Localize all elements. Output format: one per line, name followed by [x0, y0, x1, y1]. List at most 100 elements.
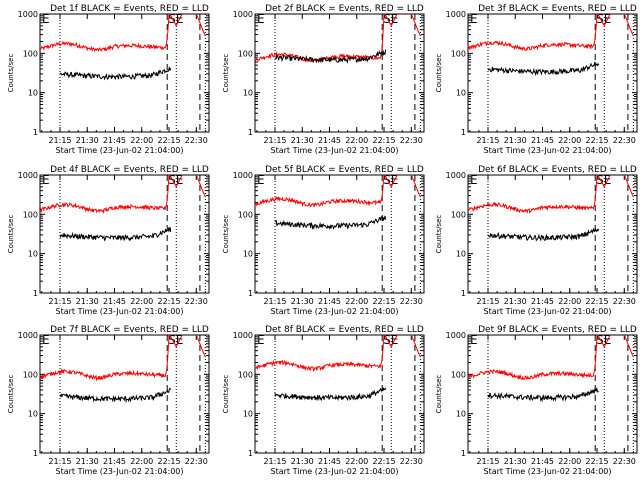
panel-det-2: Det 2f BLACK = Events, RED = LLD 1 10 100 10…	[222, 4, 425, 155]
x-tick-label: 22:15	[585, 297, 608, 306]
y-tick-label: 10	[456, 410, 466, 419]
x-tick-label: 21:30	[504, 136, 527, 145]
y-tick-label: 10	[243, 89, 253, 98]
panel-det-9: Det 9f BLACK = Events, RED = LLD 1 10 100 10…	[435, 325, 638, 476]
x-tick-label: 21:15	[48, 457, 71, 466]
lld-series-line	[468, 14, 634, 52]
events-series-line	[274, 387, 387, 402]
marker-label-se: SE	[383, 173, 398, 187]
x-tick-label: 22:15	[585, 457, 608, 466]
y-tick-label: 100	[451, 210, 466, 219]
y-axis-label: Counts/sec	[222, 375, 230, 414]
panel-title: Det 1f BLACK = Events, RED = LLD	[50, 4, 209, 14]
y-tick-label: 10	[28, 89, 38, 98]
x-tick-label: 22:15	[157, 297, 180, 306]
events-series-line	[274, 215, 387, 231]
x-tick-label: 22:30	[185, 297, 208, 306]
y-tick-label: 1000	[446, 10, 466, 19]
events-series-line	[487, 227, 600, 242]
marker-label-e: E	[42, 173, 50, 187]
x-tick-label: 22:15	[157, 136, 180, 145]
x-tick-label: 22:30	[185, 457, 208, 466]
plot-frame	[39, 174, 210, 294]
lld-series-line	[255, 335, 421, 372]
y-axis-label: Counts/sec	[7, 375, 15, 414]
x-tick-label: 22:00	[345, 136, 368, 145]
x-tick-label: 21:15	[476, 457, 499, 466]
x-tick-label: 22:00	[558, 457, 581, 466]
x-tick-label: 21:30	[504, 297, 527, 306]
plot-frame	[39, 13, 210, 133]
panel-det-1: Det 1f BLACK = Events, RED = LLD 1 10 100 10…	[7, 4, 210, 155]
y-tick-label: 1000	[446, 171, 466, 180]
y-tick-label: 10	[456, 89, 466, 98]
marker-label-se: SE	[168, 173, 183, 187]
panel-title: Det 5f BLACK = Events, RED = LLD	[265, 165, 424, 175]
y-axis-label: Counts/sec	[222, 54, 230, 93]
y-tick-label: 100	[451, 49, 466, 58]
panel-det-4: Det 4f BLACK = Events, RED = LLD 1 10 100 10…	[7, 165, 210, 316]
x-tick-label: 22:15	[585, 136, 608, 145]
panel-det-7: Det 7f BLACK = Events, RED = LLD 1 10 100 10…	[7, 325, 210, 476]
marker-label-e: E	[470, 333, 478, 347]
y-tick-label: 10	[28, 250, 38, 259]
marker-label-e: E	[470, 173, 478, 187]
y-axis-label: Counts/sec	[435, 54, 443, 93]
y-tick-label: 1	[461, 128, 466, 137]
x-axis-label: Start Time (23-Jun-02 21:04:00)	[484, 146, 612, 155]
x-tick-label: 22:30	[613, 297, 636, 306]
x-tick-label: 22:30	[400, 297, 423, 306]
y-tick-label: 1000	[233, 10, 253, 19]
x-tick-label: 21:30	[291, 136, 314, 145]
marker-label-e: E	[470, 12, 478, 26]
x-tick-label: 21:45	[531, 457, 554, 466]
y-tick-label: 100	[238, 49, 253, 58]
x-tick-label: 22:00	[345, 297, 368, 306]
panel-title: Det 3f BLACK = Events, RED = LLD	[478, 4, 637, 14]
lld-series-line	[255, 175, 421, 208]
y-tick-label: 10	[243, 250, 253, 259]
events-series-line	[59, 66, 172, 81]
plot-frame	[254, 13, 425, 133]
x-tick-label: 21:15	[263, 297, 286, 306]
events-series-line	[274, 49, 387, 64]
plot-frame	[254, 174, 425, 294]
marker-label-se: SE	[596, 12, 611, 26]
events-series-line	[59, 226, 172, 242]
x-axis-label: Start Time (23-Jun-02 21:04:00)	[484, 467, 612, 476]
x-tick-label: 22:15	[372, 297, 395, 306]
x-tick-label: 22:15	[372, 457, 395, 466]
panel-det-8: Det 8f BLACK = Events, RED = LLD 1 10 100 10…	[222, 325, 425, 476]
y-tick-label: 1	[33, 449, 38, 458]
y-tick-label: 1000	[18, 10, 38, 19]
x-tick-label: 21:30	[76, 136, 99, 145]
y-tick-label: 10	[456, 250, 466, 259]
x-tick-label: 21:15	[476, 297, 499, 306]
y-tick-label: 1000	[233, 331, 253, 340]
x-tick-label: 21:30	[291, 457, 314, 466]
x-tick-label: 21:45	[103, 297, 126, 306]
events-series-line	[487, 387, 599, 403]
marker-label-e: E	[42, 333, 50, 347]
y-tick-label: 100	[238, 210, 253, 219]
panel-title: Det 9f BLACK = Events, RED = LLD	[478, 325, 637, 335]
x-tick-label: 21:45	[318, 297, 341, 306]
y-tick-label: 10	[243, 410, 253, 419]
y-tick-label: 100	[238, 370, 253, 379]
x-tick-label: 22:15	[372, 136, 395, 145]
marker-label-se: SE	[596, 173, 611, 187]
x-tick-label: 21:30	[76, 457, 99, 466]
y-tick-label: 1	[248, 289, 253, 298]
marker-label-se: SE	[383, 333, 398, 347]
x-tick-label: 22:00	[558, 136, 581, 145]
y-tick-label: 1	[248, 449, 253, 458]
marker-label-se: SE	[596, 333, 611, 347]
y-axis-label: Counts/sec	[435, 215, 443, 254]
x-tick-label: 21:45	[318, 136, 341, 145]
x-tick-label: 21:30	[504, 457, 527, 466]
y-tick-label: 1	[33, 128, 38, 137]
events-series-line	[487, 61, 600, 77]
events-series-line	[59, 387, 172, 404]
x-tick-label: 21:15	[48, 297, 71, 306]
x-tick-label: 21:15	[263, 457, 286, 466]
